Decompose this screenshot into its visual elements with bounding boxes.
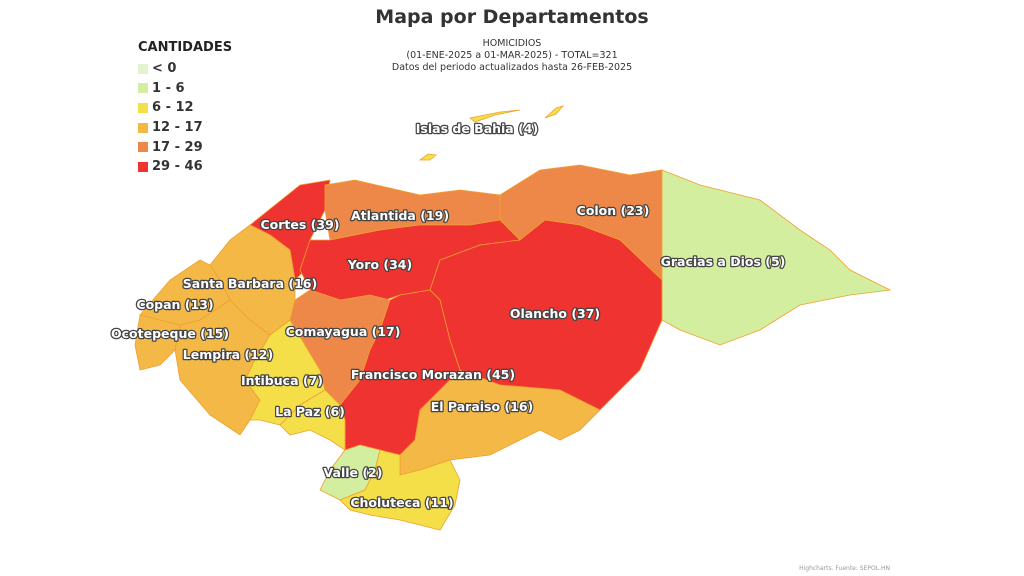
department-islas-de-bahia[interactable] [418,153,437,161]
legend-item[interactable]: 17 - 29 [138,137,232,157]
legend-item[interactable]: 29 - 46 [138,157,232,177]
legend-title: CANTIDADES [138,40,233,55]
department-choluteca[interactable] [339,449,461,531]
legend-swatch [138,161,148,172]
legend-item[interactable]: 1 - 6 [138,79,232,99]
credits-link[interactable]: Highcharts. Fuente: SEPOL.HN [799,565,890,572]
department-label-la-paz: La Paz (6) [275,404,345,419]
legend-label: 17 - 29 [152,139,203,155]
legend-item[interactable]: < 0 [138,59,232,79]
department-el-paraiso[interactable] [399,369,601,476]
department-label-colon: Colon (23) [577,203,650,218]
department-label-olancho: Olancho (37) [510,306,600,321]
legend-swatch [138,122,148,133]
department-label-santa-barbara: Santa Barbara (16) [183,276,317,291]
department-islas-de-bahia[interactable] [469,109,521,123]
department-label-atlantida: Atlantida (19) [351,208,449,223]
department-label-yoro: Yoro (34) [347,257,412,272]
legend-label: 6 - 12 [152,100,194,116]
subtitle-line-3: Datos del periodo actualizados hasta 26-… [391,62,633,73]
subtitle-line-1: HOMICIDIOS [482,38,542,49]
legend-item[interactable]: 12 - 17 [138,118,232,138]
department-label-choluteca: Choluteca (11) [350,495,453,510]
department-islas-de-bahia[interactable] [544,105,565,119]
department-label-gracias-a-dios: Gracias a Dios (5) [661,254,786,269]
department-label-islas-de-bahia: Islas de Bahia (4) [416,121,538,136]
department-label-comayagua: Comayagua (17) [286,324,401,339]
legend-label: 12 - 17 [152,120,203,136]
department-label-valle: Valle (2) [324,465,383,480]
department-label-ocotepeque: Ocotepeque (15) [111,326,229,341]
legend-label: 1 - 6 [152,80,185,96]
department-ocotepeque[interactable] [134,314,181,371]
legend-swatch [138,142,148,153]
department-label-lempira: Lempira (12) [183,347,273,362]
chart-title: Mapa por Departamentos [375,6,649,28]
legend-swatch [138,83,148,94]
department-label-francisco-morazan: Francisco Morazan (45) [351,367,515,382]
legend-label: 29 - 46 [152,159,203,175]
department-label-intibuca: Intibuca (7) [241,373,323,388]
legend-swatch [138,102,148,113]
subtitle-line-2: (01-ENE-2025 a 01-MAR-2025) - TOTAL=321 [406,50,618,61]
department-label-el-paraiso: El Paraiso (16) [431,399,534,414]
department-la-paz[interactable] [279,389,346,451]
legend: CANTIDADES < 0 1 - 6 6 - 12 12 - 17 17 - 29 2… [138,40,232,177]
department-gracias-a-dios[interactable] [661,169,892,346]
legend-item[interactable]: 6 - 12 [138,98,232,118]
department-label-cortes: Cortes (39) [261,217,340,232]
department-label-copan: Copan (13) [136,297,213,312]
legend-swatch [138,63,148,74]
legend-label: < 0 [152,61,177,77]
